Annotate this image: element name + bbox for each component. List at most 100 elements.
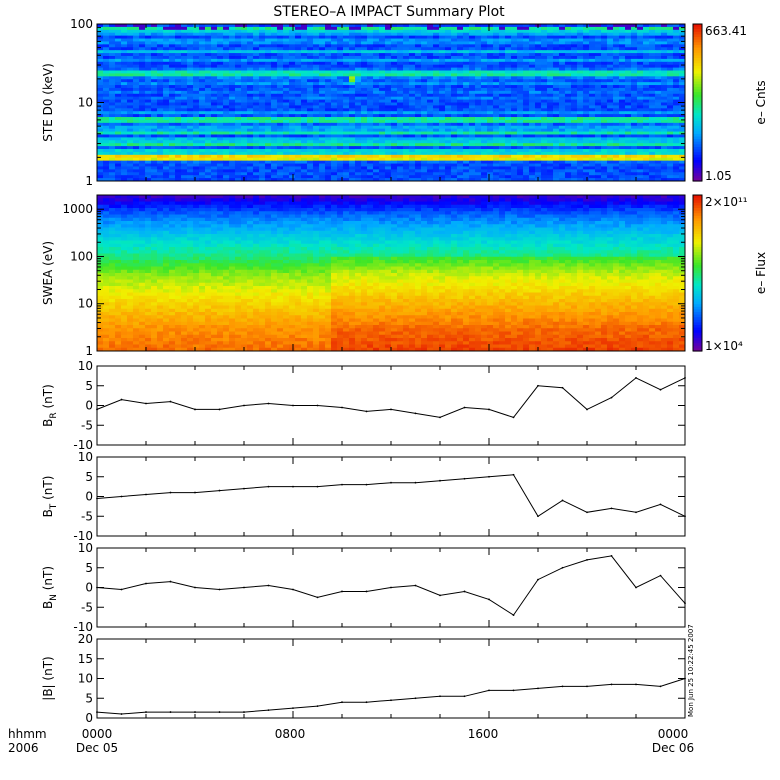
ste-spectrogram-cell xyxy=(433,44,440,48)
ste-spectrogram-cell xyxy=(553,102,560,106)
ste-spectrogram-cell xyxy=(397,82,404,86)
ste-spectrogram-cell xyxy=(649,125,656,130)
ste-spectrogram-cell xyxy=(493,137,500,141)
ste-spectrogram-cell xyxy=(679,119,686,124)
ste-spectrogram-cell xyxy=(415,149,422,153)
ste-spectrogram-cell xyxy=(301,61,308,66)
ste-spectrogram-cell xyxy=(601,114,608,118)
ste-spectrogram-cell xyxy=(559,38,566,42)
ste-spectrogram-cell xyxy=(517,82,524,86)
ste-spectrogram-cell xyxy=(469,96,476,101)
ste-spectrogram-cell xyxy=(211,137,218,141)
ste-spectrogram-cell xyxy=(511,85,518,89)
ste-spectrogram-cell xyxy=(511,24,518,28)
ste-spectrogram-cell xyxy=(487,96,494,101)
ste-spectrogram-cell xyxy=(331,166,338,170)
ste-spectrogram-cell xyxy=(127,169,134,173)
ste-spectrogram-cell xyxy=(115,151,122,156)
ste-spectrogram-cell xyxy=(553,117,560,121)
ste-spectrogram-cell xyxy=(499,53,506,57)
ste-spectrogram-cell xyxy=(235,119,242,124)
ste-spectrogram-cell xyxy=(133,111,140,115)
ste-spectrogram-cell xyxy=(625,122,632,127)
ste-spectrogram-cell xyxy=(673,41,680,45)
ste-spectrogram-cell xyxy=(115,166,122,170)
ste-spectrogram-cell xyxy=(295,50,302,54)
ste-spectrogram-cell xyxy=(301,128,308,133)
ste-spectrogram-cell xyxy=(331,160,338,165)
ste-spectrogram-cell xyxy=(289,90,296,95)
ste-spectrogram-cell xyxy=(379,137,386,141)
ste-spectrogram-cell xyxy=(667,128,674,133)
ste-spectrogram-cell xyxy=(361,140,368,144)
ste-spectrogram-cell xyxy=(103,67,110,72)
ste-spectrogram-cell xyxy=(619,99,626,103)
ste-spectrogram-cell xyxy=(559,82,566,86)
ste-spectrogram-cell xyxy=(541,90,548,95)
ste-spectrogram-cell xyxy=(451,87,458,92)
ste-spectrogram-cell xyxy=(631,146,638,150)
ste-spectrogram-cell xyxy=(343,163,350,167)
ste-spectrogram-cell xyxy=(415,140,422,144)
ste-spectrogram-cell xyxy=(379,166,386,170)
ste-spectrogram-cell xyxy=(577,79,584,83)
ste-spectrogram-cell xyxy=(421,90,428,95)
ste-spectrogram-cell xyxy=(607,160,614,165)
ste-spectrogram-cell xyxy=(367,117,374,121)
ste-spectrogram-cell xyxy=(241,55,248,60)
ste-spectrogram-cell xyxy=(139,143,146,147)
ste-spectrogram-cell xyxy=(247,32,254,37)
ste-spectrogram-cell xyxy=(367,140,374,144)
ste-spectrogram-cell xyxy=(181,58,188,63)
ste-spectrogram-cell xyxy=(403,166,410,170)
ste-spectrogram-cell xyxy=(259,96,266,101)
ste-spectrogram-cell xyxy=(187,93,194,98)
ste-spectrogram-cell xyxy=(379,47,386,51)
ste-spectrogram-cell xyxy=(145,58,152,63)
ste-spectrogram-cell xyxy=(541,87,548,92)
ste-spectrogram-cell xyxy=(409,55,416,60)
ste-spectrogram-cell xyxy=(163,32,170,37)
ste-spectrogram-cell xyxy=(391,169,398,173)
ste-spectrogram-cell xyxy=(187,157,194,162)
ste-spectrogram-cell xyxy=(115,64,122,69)
ste-spectrogram-cell xyxy=(337,79,344,83)
ste-spectrogram-cell xyxy=(439,160,446,165)
ste-spectrogram-cell xyxy=(541,154,548,159)
ste-spectrogram-cell xyxy=(337,131,344,135)
ste-spectrogram-cell xyxy=(283,131,290,135)
ste-spectrogram-cell xyxy=(187,111,194,115)
ste-spectrogram-cell xyxy=(397,111,404,115)
ste-spectrogram-cell xyxy=(667,79,674,83)
ste-spectrogram-cell xyxy=(271,114,278,118)
ste-spectrogram-cell xyxy=(649,55,656,60)
ste-spectrogram-cell xyxy=(457,50,464,54)
ste-spectrogram-cell xyxy=(277,53,284,57)
ste-spectrogram-cell xyxy=(673,35,680,40)
ste-spectrogram-cell xyxy=(409,149,416,153)
ste-spectrogram-cell xyxy=(109,82,116,86)
ste-spectrogram-cell xyxy=(253,64,260,69)
ste-spectrogram-cell xyxy=(217,160,224,165)
ste-spectrogram-cell xyxy=(241,149,248,153)
ste-spectrogram-cell xyxy=(97,105,104,109)
ste-spectrogram-cell xyxy=(205,99,212,103)
ste-spectrogram-cell xyxy=(133,38,140,42)
ste-spectrogram-cell xyxy=(349,154,356,159)
ste-spectrogram-cell xyxy=(421,105,428,109)
ste-spectrogram-cell xyxy=(157,128,164,133)
ste-spectrogram-cell xyxy=(145,90,152,95)
ste-spectrogram-cell xyxy=(661,137,668,141)
ste-spectrogram-cell xyxy=(535,32,542,37)
ste-spectrogram-cell xyxy=(277,146,284,150)
ste-spectrogram-cell xyxy=(445,146,452,150)
ste-spectrogram-cell xyxy=(247,157,254,162)
ste-spectrogram-cell xyxy=(331,149,338,153)
ste-spectrogram-cell xyxy=(469,29,476,34)
ste-spectrogram-cell xyxy=(583,143,590,147)
ste-spectrogram-cell xyxy=(169,26,176,31)
ste-spectrogram-cell xyxy=(523,38,530,42)
ste-spectrogram-cell xyxy=(361,154,368,159)
ste-spectrogram-cell xyxy=(667,76,674,80)
ste-spectrogram-cell xyxy=(313,134,320,138)
